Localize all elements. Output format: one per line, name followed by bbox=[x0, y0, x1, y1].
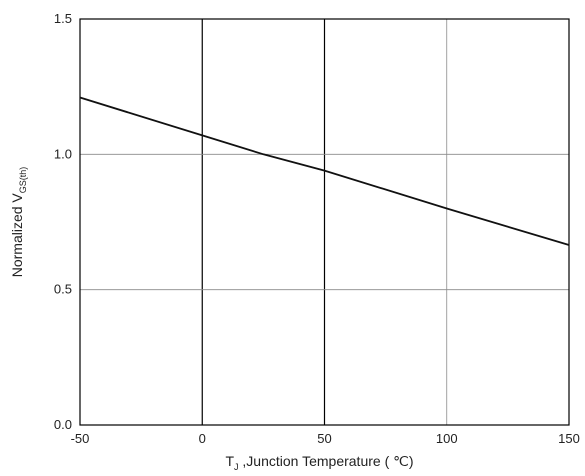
y-axis-label-main: Normalized V bbox=[9, 193, 25, 278]
series-line bbox=[79, 96, 570, 246]
y-tick-labels: 0.0 0.5 1.0 1.5 bbox=[54, 11, 72, 432]
x-axis-label-subscript: J bbox=[234, 462, 239, 472]
grid bbox=[80, 19, 569, 425]
y-axis-label-subscript: GS(th) bbox=[18, 167, 28, 194]
y-tick-label: 1.0 bbox=[54, 146, 72, 161]
x-axis-label: TJ ,Junction Temperature ( ℃) bbox=[225, 453, 413, 472]
x-tick-label: -50 bbox=[71, 431, 90, 446]
x-tick-labels: -50 0 50 100 150 bbox=[71, 431, 580, 446]
x-tick-label: 50 bbox=[317, 431, 331, 446]
x-axis-label-rest: ,Junction Temperature ( ℃) bbox=[239, 453, 414, 469]
x-tick-label: 100 bbox=[436, 431, 458, 446]
y-tick-label: 0.0 bbox=[54, 417, 72, 432]
y-tick-label: 1.5 bbox=[54, 11, 72, 26]
y-tick-label: 0.5 bbox=[54, 282, 72, 297]
x-tick-label: 0 bbox=[199, 431, 206, 446]
plot-frame bbox=[79, 18, 570, 426]
x-axis-label-main: T bbox=[225, 453, 234, 469]
y-axis-label: Normalized VGS(th) bbox=[9, 167, 28, 278]
x-tick-label: 150 bbox=[558, 431, 580, 446]
